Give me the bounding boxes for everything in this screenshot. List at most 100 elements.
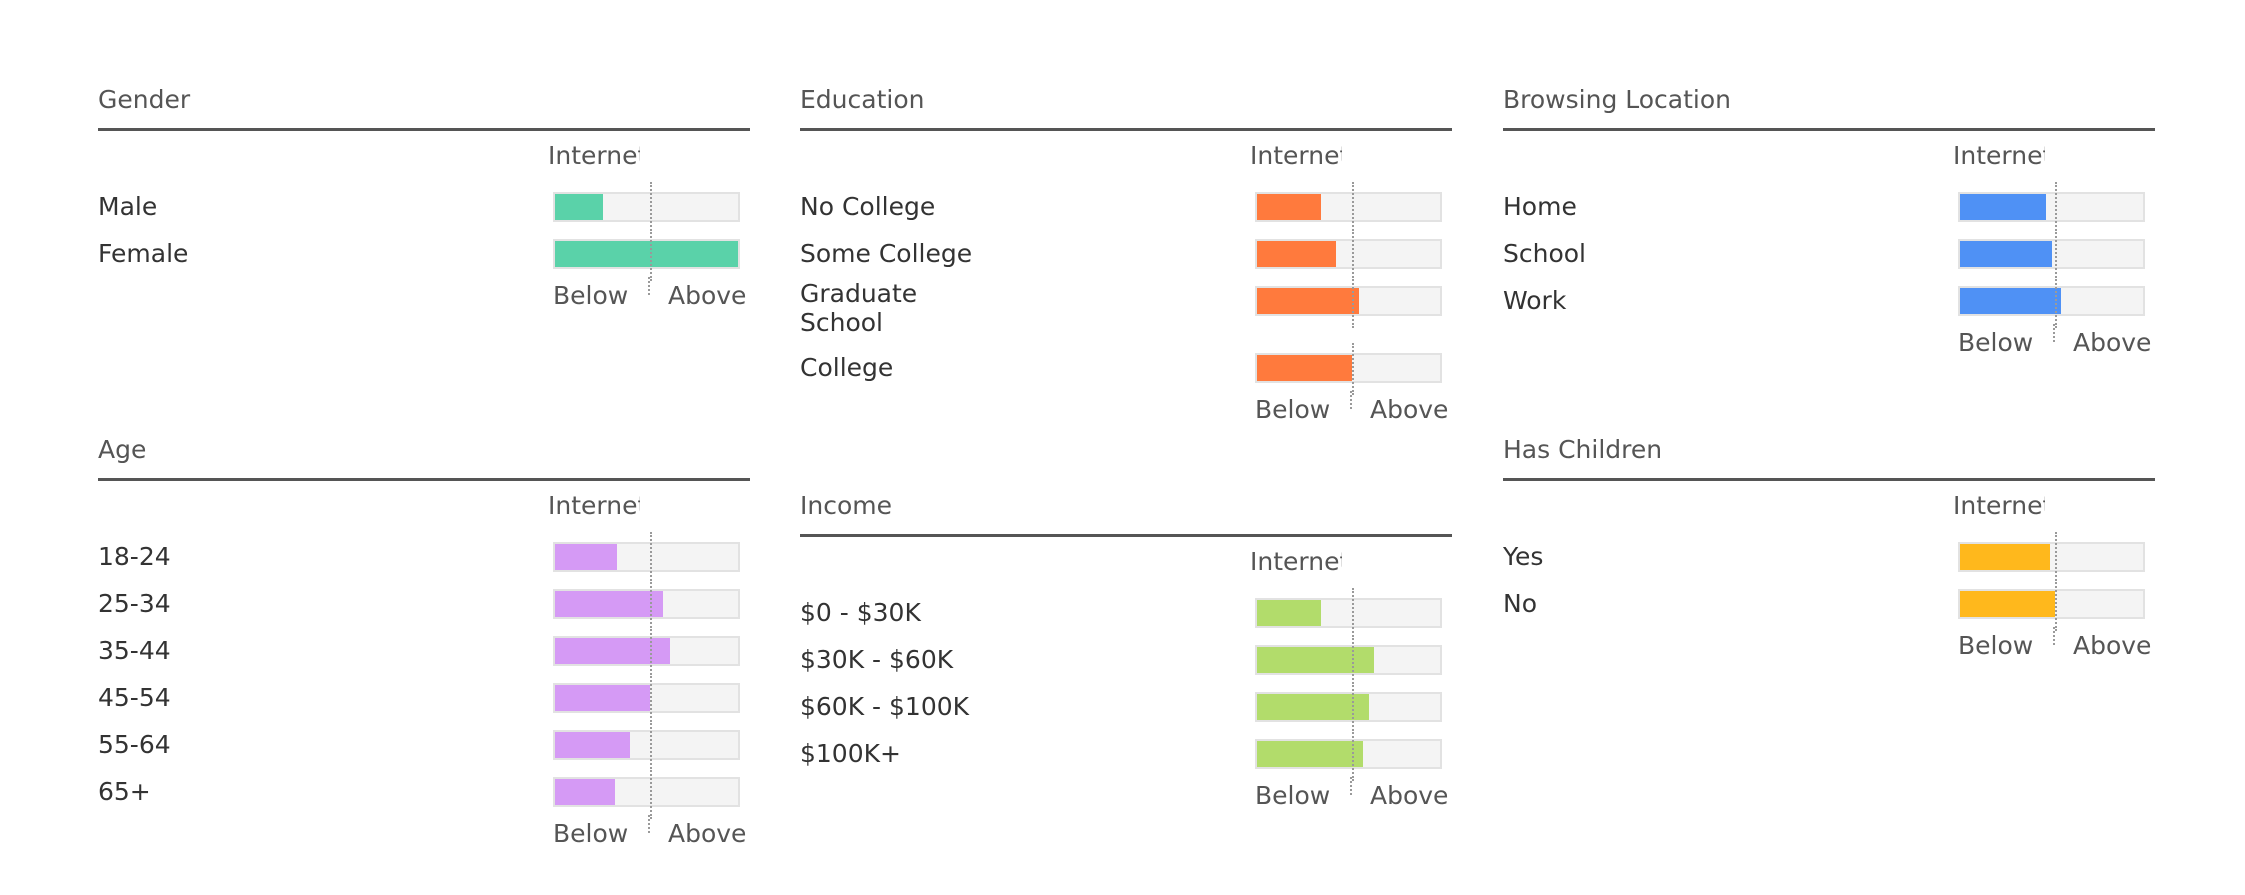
chart-panel-age: Age Internet Average 18-24 25-34 35-44 45-5… — [98, 435, 750, 855]
bar — [1257, 647, 1375, 673]
category-label: No — [1503, 589, 1537, 618]
bar — [555, 685, 651, 711]
chart-panel-browsing-location: Browsing Location Internet Average Home S… — [1503, 85, 2155, 357]
bar — [1257, 355, 1353, 381]
below-label: Below — [1255, 781, 1331, 810]
below-label: Below — [1958, 631, 2034, 660]
bar — [555, 732, 631, 758]
bar-track — [553, 767, 740, 819]
category-label: 35-44 — [98, 636, 171, 665]
internet-average-label: Internet Average — [548, 492, 640, 520]
average-tick — [1350, 391, 1352, 409]
internet-average-line — [650, 182, 652, 234]
bar-track — [1255, 588, 1442, 640]
average-tick — [1350, 777, 1352, 795]
above-label: Above — [1370, 781, 1449, 810]
below-label: Below — [1958, 328, 2034, 357]
bar-track — [553, 720, 740, 772]
average-tick — [648, 277, 650, 295]
title-divider — [800, 128, 1452, 131]
internet-average-label: Internet Average — [1953, 492, 2045, 520]
bar-track — [553, 182, 740, 234]
category-label: $30K - $60K — [800, 645, 954, 674]
bar — [1257, 600, 1322, 626]
internet-average-line — [650, 579, 652, 631]
internet-average-line — [1352, 682, 1354, 734]
internet-average-line — [1352, 276, 1354, 328]
bar-track — [1255, 343, 1442, 395]
bar — [555, 194, 603, 220]
chart-panel-income: Income Internet Average $0 - $30K $30K - … — [800, 491, 1452, 821]
bar-track — [1958, 182, 2145, 234]
internet-average-line — [2055, 229, 2057, 281]
internet-average-line — [650, 626, 652, 678]
internet-average-line — [1352, 729, 1354, 781]
bar-track — [1958, 532, 2145, 584]
bar — [1960, 544, 2050, 570]
below-label: Below — [553, 819, 629, 848]
internet-average-line — [2055, 579, 2057, 631]
below-label: Below — [553, 281, 629, 310]
chart-title: Age — [98, 435, 147, 464]
bar — [1960, 241, 2052, 267]
category-label: No College — [800, 192, 936, 221]
internet-average-line — [1352, 588, 1354, 640]
bar-track — [553, 532, 740, 584]
title-divider — [1503, 478, 2155, 481]
bar — [1960, 591, 2056, 617]
bar — [1257, 741, 1364, 767]
internet-average-line — [650, 767, 652, 819]
bar — [555, 544, 618, 570]
above-label: Above — [668, 281, 747, 310]
average-tick — [648, 815, 650, 833]
title-divider — [98, 128, 750, 131]
internet-average-line — [2055, 276, 2057, 328]
internet-average-label: Internet Average — [1250, 548, 1342, 576]
title-divider — [98, 478, 750, 481]
bar-track — [1958, 229, 2145, 281]
average-tick — [2053, 627, 2055, 645]
internet-average-line — [650, 229, 652, 281]
chart-title: Income — [800, 491, 892, 520]
bar-track — [1255, 635, 1442, 687]
above-label: Above — [2073, 328, 2152, 357]
category-label: College — [800, 353, 894, 382]
bar-track — [1958, 579, 2145, 631]
category-label: Some College — [800, 239, 973, 268]
internet-average-line — [2055, 532, 2057, 584]
category-label: 25-34 — [98, 589, 171, 618]
title-divider — [800, 534, 1452, 537]
chart-title: Has Children — [1503, 435, 1663, 464]
above-label: Above — [1370, 395, 1449, 424]
above-label: Above — [668, 819, 747, 848]
category-label: 18-24 — [98, 542, 171, 571]
internet-average-line — [1352, 229, 1354, 281]
bar-track — [1255, 182, 1442, 234]
category-label: Yes — [1503, 542, 1544, 571]
internet-average-line — [1352, 182, 1354, 234]
above-label: Above — [2073, 631, 2152, 660]
bar-track — [1255, 229, 1442, 281]
category-label: Home — [1503, 192, 1577, 221]
below-label: Below — [1255, 395, 1331, 424]
bar-track — [1255, 682, 1442, 734]
bar-track — [553, 673, 740, 725]
bar — [1960, 194, 2046, 220]
bar — [1257, 194, 1322, 220]
category-label: Graduate School — [800, 279, 918, 337]
bar — [1257, 694, 1369, 720]
bar-track — [553, 579, 740, 631]
bar — [555, 241, 738, 267]
category-label: Female — [98, 239, 189, 268]
chart-panel-has-children: Has Children Internet Average Yes No Belo… — [1503, 435, 2155, 665]
bar-track — [1958, 276, 2145, 328]
chart-panel-gender: Gender Internet Average Male Female Below… — [98, 85, 750, 315]
bar-track — [553, 229, 740, 281]
chart-panel-education: Education Internet Average No College Som… — [800, 85, 1452, 425]
internet-average-line — [1352, 343, 1354, 395]
average-tick — [2053, 324, 2055, 342]
bar-track — [1255, 276, 1442, 328]
bar — [1257, 241, 1336, 267]
internet-average-line — [650, 720, 652, 772]
category-label: School — [1503, 239, 1586, 268]
